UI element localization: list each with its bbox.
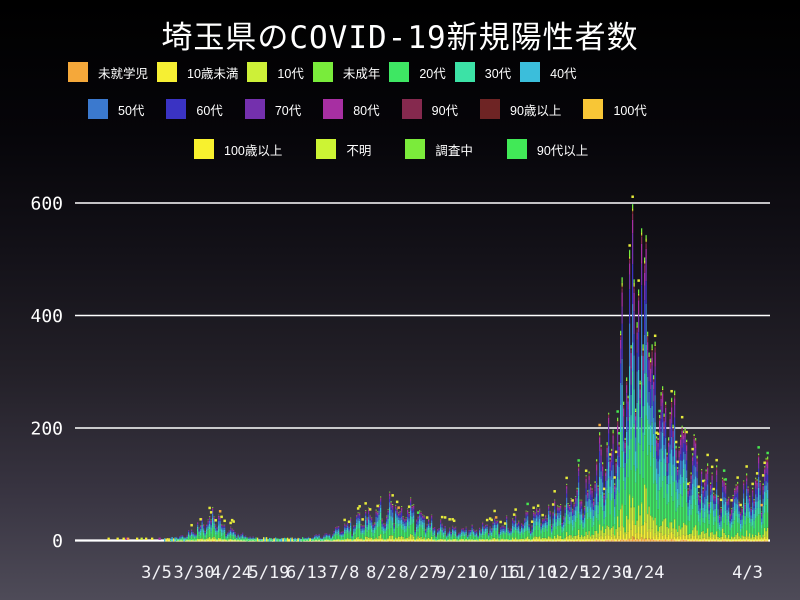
legend-label: 30代 bbox=[484, 66, 512, 81]
legend-swatch bbox=[312, 62, 333, 82]
legend-label: 不明 bbox=[346, 143, 372, 158]
legend-item: 未就学児 bbox=[68, 62, 148, 82]
legend-swatch bbox=[480, 99, 501, 119]
legend-swatch bbox=[247, 62, 268, 82]
legend-row: 100歳以上 不明 調査中 90代以上 bbox=[194, 139, 800, 159]
x-axis-tick-label: 8/27 bbox=[399, 563, 440, 583]
legend: 未就学児 10歳未満 10代 未成年 20代 30代 40代 50代 60代 70代 80代 90代 9… bbox=[0, 62, 800, 159]
legend-item: 調査中 bbox=[405, 139, 473, 159]
x-axis-tick-label: 12/30 bbox=[581, 563, 632, 583]
legend-item: 100代 bbox=[583, 99, 647, 119]
legend-item: 60代 bbox=[166, 99, 223, 119]
legend-swatch bbox=[88, 99, 108, 119]
legend-item: 40代 bbox=[520, 62, 577, 82]
legend-label: 未成年 bbox=[342, 66, 381, 81]
legend-swatch bbox=[583, 99, 604, 119]
x-axis-tick-label: 7/8 bbox=[329, 563, 360, 583]
x-axis-tick-label: 11/10 bbox=[506, 563, 557, 583]
legend-label: 70代 bbox=[274, 103, 302, 118]
legend-item: 20代 bbox=[389, 62, 446, 82]
legend-label: 10代 bbox=[277, 66, 304, 81]
x-axis-tick-label: 5/19 bbox=[249, 563, 290, 583]
legend-label: 100歳以上 bbox=[224, 143, 283, 158]
legend-swatch bbox=[405, 139, 426, 159]
legend-label: 80代 bbox=[353, 103, 380, 118]
legend-label: 90代以上 bbox=[536, 143, 589, 158]
legend-swatch bbox=[520, 62, 541, 82]
x-axis-tick-label: 3/5 bbox=[141, 563, 172, 583]
x-axis-tick-label: 6/13 bbox=[286, 563, 327, 583]
x-axis-tick-label: 4/3 bbox=[732, 563, 763, 583]
x-axis-tick-label: 3/30 bbox=[174, 563, 215, 583]
legend-item: 未成年 bbox=[312, 62, 381, 82]
legend-swatch bbox=[194, 139, 214, 159]
legend-label: 90歳以上 bbox=[510, 103, 562, 118]
legend-item: 50代 bbox=[88, 99, 144, 119]
x-axis-labels: 3/5 3/304/245/196/13 7/8 8/2 8/279/2110/1611… bbox=[141, 563, 763, 583]
x-axis-tick-label: 4/24 bbox=[211, 563, 252, 583]
legend-swatch bbox=[68, 62, 88, 82]
y-axis-tick-label: 600 bbox=[30, 194, 63, 215]
x-axis-tick-label: 8/2 bbox=[366, 563, 397, 583]
legend-swatch bbox=[323, 99, 344, 119]
y-axis-tick-label: 0 bbox=[52, 531, 63, 552]
legend-label: 20代 bbox=[419, 66, 446, 81]
legend-swatch bbox=[244, 99, 265, 119]
legend-swatch bbox=[157, 62, 178, 82]
legend-swatch bbox=[454, 62, 475, 82]
x-axis-tick-label: 10/16 bbox=[468, 563, 519, 583]
legend-item: 10代 bbox=[247, 62, 304, 82]
x-axis-tick-label: 12/5 bbox=[549, 563, 590, 583]
bars-layer bbox=[164, 204, 769, 542]
legend-label: 100代 bbox=[613, 103, 647, 118]
legend-label: 調査中 bbox=[435, 143, 473, 158]
legend-item: 90代以上 bbox=[506, 139, 589, 159]
legend-item: 不明 bbox=[316, 139, 371, 159]
legend-row: 未就学児 10歳未満 10代 未成年 20代 30代 40代 bbox=[68, 62, 800, 82]
legend-label: 10歳未満 bbox=[187, 66, 239, 81]
legend-item: 80代 bbox=[323, 99, 380, 119]
legend-item: 90歳以上 bbox=[480, 99, 561, 119]
legend-item: 10歳未満 bbox=[157, 62, 238, 82]
legend-label: 90代 bbox=[431, 103, 459, 118]
legend-item: 100歳以上 bbox=[194, 139, 282, 159]
legend-label: 未就学児 bbox=[98, 66, 149, 81]
legend-row: 50代 60代 70代 80代 90代 90歳以上 100代 bbox=[88, 99, 800, 119]
legend-swatch bbox=[389, 62, 410, 82]
y-axis-tick-label: 200 bbox=[30, 419, 63, 440]
legend-swatch bbox=[506, 139, 527, 159]
legend-label: 60代 bbox=[196, 103, 223, 118]
legend-swatch bbox=[166, 99, 187, 119]
legend-item: 90代 bbox=[401, 99, 459, 119]
x-axis-tick-label: 1/24 bbox=[624, 563, 665, 583]
legend-label: 50代 bbox=[118, 103, 145, 118]
legend-swatch bbox=[316, 139, 337, 159]
x-axis-tick-label: 9/21 bbox=[436, 563, 477, 583]
legend-swatch bbox=[401, 99, 422, 119]
marker-dots-layer bbox=[107, 195, 769, 540]
legend-item: 30代 bbox=[454, 62, 512, 82]
legend-item: 70代 bbox=[244, 99, 302, 119]
chart-title: 埼玉県のCOVID-19新規陽性者数 bbox=[161, 20, 639, 56]
y-axis-tick-label: 400 bbox=[30, 306, 63, 327]
legend-label: 40代 bbox=[550, 66, 577, 81]
